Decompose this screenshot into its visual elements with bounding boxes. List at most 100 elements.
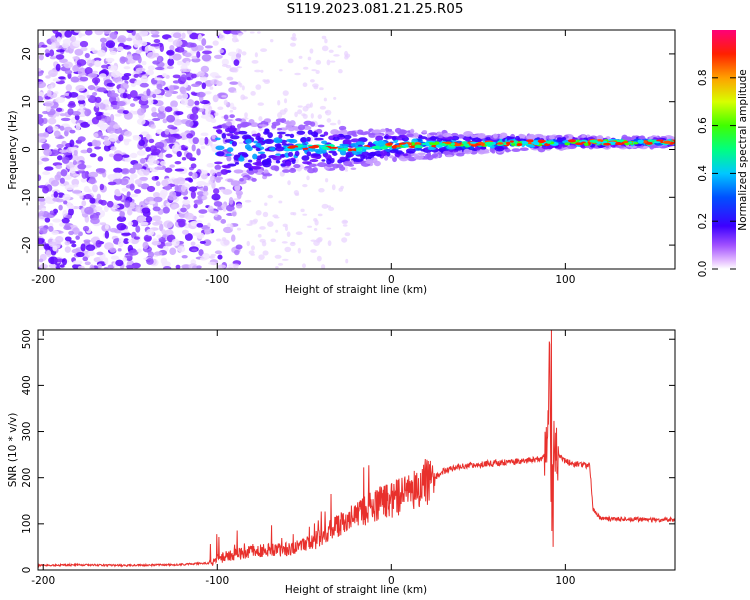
- spectrogram-cell: [235, 52, 242, 59]
- y-tick-label: -10: [21, 189, 33, 206]
- spectrogram-cell: [87, 73, 98, 78]
- spectrogram-cell: [104, 257, 109, 265]
- spectrogram-cell: [421, 129, 428, 134]
- spectrogram-cell: [307, 56, 312, 61]
- spectrogram-cell: [370, 157, 378, 164]
- spectrogram-cell: [169, 247, 177, 255]
- spectrogram-cell: [378, 139, 384, 145]
- spectrogram-cell: [335, 130, 343, 134]
- spectrogram-cell: [114, 188, 121, 196]
- spectrogram-cell: [267, 221, 274, 228]
- colorbar-gradient: [712, 30, 736, 269]
- spectrogram-cell: [200, 132, 209, 137]
- spectrogram-y-ticks: -20 -10 0 10 20: [21, 47, 675, 254]
- spectrogram-cell: [79, 76, 89, 82]
- spectrogram-cell: [157, 55, 162, 63]
- spectrogram-cell: [167, 37, 174, 43]
- spectrogram-cell: [127, 59, 136, 64]
- spectrogram-cell: [69, 129, 76, 134]
- spectrogram-cell: [326, 227, 332, 230]
- spectrogram-cell: [217, 254, 223, 260]
- spectrogram-cell: [387, 128, 393, 132]
- spectrogram-cell: [281, 258, 289, 261]
- spectrogram-cell: [306, 175, 310, 181]
- spectrogram-cell: [254, 52, 258, 58]
- spectrogram-cell: [112, 204, 120, 209]
- spectrogram-cell: [140, 183, 150, 190]
- spectrogram-cell: [414, 145, 424, 149]
- spectrogram-cell: [89, 94, 95, 102]
- spectrogram-cell: [72, 56, 80, 60]
- spectrogram-cell: [172, 74, 181, 79]
- spectrogram-cell: [45, 75, 51, 79]
- spectrogram-cell: [350, 138, 360, 143]
- spectrogram-cell: [79, 40, 89, 48]
- spectrogram-cell: [359, 132, 368, 136]
- spectrogram-cell: [327, 240, 332, 247]
- spectrogram-cell: [253, 140, 259, 144]
- spectrogram-cell: [232, 67, 239, 73]
- spectrogram-cell: [110, 255, 120, 260]
- spectrogram-cell: [193, 203, 198, 209]
- spectrogram-cell: [114, 113, 122, 117]
- spectrogram-cell: [47, 84, 53, 90]
- spectrogram-cell: [161, 179, 169, 187]
- spectrogram-cell: [304, 165, 312, 169]
- spectrogram-cell: [319, 87, 324, 91]
- spectrogram-cell: [76, 59, 87, 66]
- spectrogram-cell: [61, 42, 69, 49]
- spectrogram-cell: [284, 246, 292, 253]
- spectrogram-cell: [196, 91, 206, 98]
- spectrogram-cell: [267, 132, 273, 139]
- spectrogram-cell: [269, 38, 274, 43]
- spectrogram-cell: [135, 34, 142, 41]
- spectrogram-cell: [89, 264, 95, 269]
- spectrogram-cell: [263, 79, 271, 84]
- spectrogram-cell: [444, 141, 452, 144]
- spectrogram-cell: [201, 82, 207, 90]
- spectrogram-cell: [121, 75, 130, 81]
- spectrogram-cell: [298, 55, 303, 59]
- spectrogram-cell: [136, 149, 146, 156]
- spectrogram-cell: [101, 64, 109, 69]
- spectrogram-cell: [108, 133, 119, 142]
- spectrogram-cell: [147, 251, 155, 258]
- spectrogram-cell: [325, 154, 332, 160]
- spectrogram-cell: [301, 263, 306, 269]
- spectrogram-cell: [55, 54, 65, 60]
- spectrogram-cell: [297, 109, 303, 115]
- spectrogram-cell: [380, 150, 388, 156]
- spectrogram-cell: [311, 69, 317, 72]
- spectrogram-cell: [189, 42, 197, 48]
- spectrogram-cell: [456, 152, 465, 157]
- colorbar: 0.0 0.2 0.4 0.6 0.8 Normalized spectral ampl…: [697, 30, 749, 277]
- spectrogram-cell: [252, 162, 262, 166]
- spectrogram-cell: [469, 141, 477, 144]
- spectrogram-cell: [101, 42, 106, 50]
- spectrogram-cell: [290, 241, 296, 244]
- spectrogram-cell: [199, 256, 208, 261]
- spectrogram-cell: [246, 223, 253, 226]
- spectrogram-cell: [138, 139, 146, 147]
- spectrogram-cell: [267, 194, 273, 199]
- spectrogram-cell: [203, 239, 212, 246]
- spectrogram-cell: [212, 94, 219, 103]
- spectrogram-cell: [120, 168, 130, 175]
- spectrogram-cell: [99, 222, 107, 226]
- spectrogram-cell: [237, 130, 248, 135]
- spectrogram-cell: [84, 67, 93, 75]
- spectrogram-cell: [151, 148, 161, 156]
- spectrogram-cell: [209, 175, 215, 181]
- spectrogram-cell: [251, 133, 260, 137]
- spectrogram-cell: [71, 243, 77, 248]
- spectrogram-cell: [209, 86, 214, 90]
- spectrogram-cell: [396, 145, 401, 148]
- spectrogram-cell: [63, 200, 68, 205]
- spectrogram-cell: [69, 139, 75, 148]
- spectrogram-cell: [653, 141, 661, 144]
- spectrogram-cell: [499, 132, 508, 139]
- spectrogram-cell: [645, 142, 653, 145]
- spectrogram-cell: [145, 215, 153, 223]
- spectrogram-cell: [75, 85, 86, 92]
- spectrogram-cell: [216, 129, 223, 135]
